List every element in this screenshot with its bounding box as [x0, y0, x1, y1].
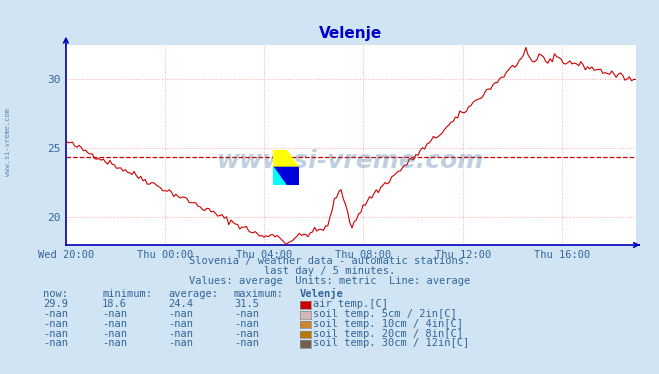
Text: Velenje: Velenje — [300, 288, 343, 299]
Text: soil temp. 30cm / 12in[C]: soil temp. 30cm / 12in[C] — [313, 338, 469, 348]
Text: maximum:: maximum: — [234, 289, 284, 299]
Text: now:: now: — [43, 289, 68, 299]
Text: soil temp. 10cm / 4in[C]: soil temp. 10cm / 4in[C] — [313, 319, 463, 329]
Text: -nan: -nan — [168, 338, 193, 348]
Text: last day / 5 minutes.: last day / 5 minutes. — [264, 266, 395, 276]
Text: Values: average  Units: metric  Line: average: Values: average Units: metric Line: aver… — [189, 276, 470, 286]
Text: -nan: -nan — [43, 329, 68, 338]
Text: -nan: -nan — [168, 329, 193, 338]
Title: Velenje: Velenje — [320, 26, 382, 41]
Text: -nan: -nan — [43, 338, 68, 348]
Polygon shape — [273, 150, 299, 168]
Text: -nan: -nan — [102, 329, 127, 338]
Text: -nan: -nan — [102, 319, 127, 329]
Text: soil temp. 5cm / 2in[C]: soil temp. 5cm / 2in[C] — [313, 309, 457, 319]
Text: 29.9: 29.9 — [43, 300, 68, 309]
Text: minimum:: minimum: — [102, 289, 152, 299]
Text: Slovenia / weather data - automatic stations.: Slovenia / weather data - automatic stat… — [189, 256, 470, 266]
Text: -nan: -nan — [102, 338, 127, 348]
Text: -nan: -nan — [168, 309, 193, 319]
Text: 24.4: 24.4 — [168, 300, 193, 309]
Text: -nan: -nan — [234, 309, 259, 319]
Text: -nan: -nan — [234, 338, 259, 348]
Text: average:: average: — [168, 289, 218, 299]
Text: air temp.[C]: air temp.[C] — [313, 300, 388, 309]
Text: -nan: -nan — [168, 319, 193, 329]
Text: -nan: -nan — [234, 329, 259, 338]
Text: www.si-vreme.com: www.si-vreme.com — [217, 149, 484, 173]
Text: 18.6: 18.6 — [102, 300, 127, 309]
Text: -nan: -nan — [43, 319, 68, 329]
Polygon shape — [273, 168, 286, 185]
Text: soil temp. 20cm / 8in[C]: soil temp. 20cm / 8in[C] — [313, 329, 463, 338]
Text: 31.5: 31.5 — [234, 300, 259, 309]
Text: -nan: -nan — [234, 319, 259, 329]
Text: -nan: -nan — [102, 309, 127, 319]
Polygon shape — [273, 168, 299, 185]
Text: -nan: -nan — [43, 309, 68, 319]
Text: www.si-vreme.com: www.si-vreme.com — [5, 108, 11, 176]
